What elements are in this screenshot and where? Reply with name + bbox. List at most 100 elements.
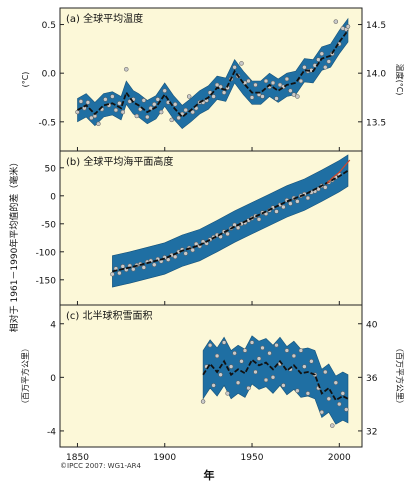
data-point — [267, 350, 272, 356]
data-point — [152, 262, 157, 267]
series-line — [202, 358, 349, 402]
y-axis-label-left: 相对于 1961－1990年平均值的差（毫米） — [8, 158, 20, 333]
data-point — [295, 199, 300, 204]
y-tick-label-right: 32 — [366, 427, 377, 437]
data-point — [78, 99, 84, 104]
data-point — [141, 265, 147, 270]
data-point — [253, 369, 258, 375]
data-point — [256, 356, 262, 361]
data-point — [274, 209, 279, 214]
data-point — [232, 350, 237, 356]
data-point — [165, 257, 171, 262]
data-point — [141, 98, 147, 103]
data-point — [333, 380, 339, 385]
data-point — [145, 114, 150, 120]
data-point — [270, 80, 276, 86]
data-point — [295, 388, 300, 393]
data-point — [281, 383, 286, 388]
data-point — [169, 117, 174, 123]
data-point — [89, 115, 94, 121]
data-point — [260, 345, 265, 351]
data-point — [200, 399, 206, 404]
data-point — [288, 201, 293, 206]
data-point — [110, 94, 115, 99]
panel-title: (c) 北半球积雪面积 — [66, 309, 152, 322]
data-point — [316, 57, 321, 62]
data-point — [207, 342, 213, 348]
y-tick-label-left: -4 — [47, 427, 56, 437]
data-point — [270, 375, 276, 380]
data-point — [155, 97, 161, 102]
data-point — [190, 247, 195, 253]
recent-series-line — [326, 159, 351, 184]
data-point — [148, 105, 154, 111]
data-point — [134, 113, 140, 119]
data-point — [246, 385, 251, 391]
data-point — [117, 101, 122, 106]
panel-background — [59, 7, 363, 152]
data-point — [96, 121, 101, 127]
data-point — [302, 65, 307, 70]
data-point — [211, 94, 216, 99]
data-point — [298, 348, 304, 353]
data-point — [158, 109, 164, 115]
x-axis-label: 年 — [204, 468, 215, 482]
data-point — [291, 92, 297, 97]
data-point — [120, 264, 126, 269]
y-tick-label-left: 0.5 — [42, 21, 56, 31]
panel-title: (b) 全球平均海平面高度 — [66, 155, 173, 168]
data-point — [103, 97, 108, 102]
data-point — [309, 359, 314, 364]
data-point — [113, 107, 119, 113]
panel-ylabel-right: （百万平方公里） — [395, 344, 405, 408]
data-point — [284, 348, 290, 353]
y-tick-label-right: 40 — [366, 320, 378, 330]
y-tick-label-right: 14.5 — [366, 21, 386, 31]
data-point — [131, 266, 136, 272]
data-point — [302, 364, 307, 369]
data-point — [323, 65, 328, 70]
uncertainty-band — [202, 335, 349, 425]
data-point — [221, 340, 227, 345]
copyright-text: ©IPCC 2007: WG1-AR4 — [60, 462, 142, 470]
panel-title: (a) 全球平均温度 — [66, 12, 143, 25]
data-point — [260, 94, 265, 99]
data-point — [186, 94, 192, 99]
panel-ylabel-right: 温度(°C) — [395, 64, 405, 96]
data-point — [319, 51, 325, 56]
panel-1: 0.5 0.0 -0.5 14.5 14.0 13.5 (a) 全球平均温度 (°C) 温度(°… — [21, 7, 405, 152]
y-tick-label-left: 0 — [50, 374, 56, 384]
panels-layer: 0.5 0.0 -0.5 14.5 14.0 13.5 (a) 全球平均温度 (°C) 温度(°… — [20, 7, 405, 448]
data-point — [172, 102, 178, 107]
data-point — [232, 222, 237, 228]
data-point — [305, 391, 311, 396]
x-tick-label: 1850 — [66, 453, 89, 463]
data-point — [298, 78, 304, 84]
data-point — [333, 19, 339, 24]
data-point — [225, 231, 230, 237]
x-axis: 1850 1900 1950 2000 — [66, 453, 351, 463]
data-point — [162, 88, 167, 93]
y-tick-label-left: -0.5 — [38, 118, 56, 128]
y-tick-label-left: -100 — [36, 248, 57, 258]
data-point — [75, 109, 80, 115]
data-point — [337, 401, 342, 407]
data-point — [235, 225, 241, 230]
data-point — [110, 271, 115, 277]
data-point — [235, 380, 241, 385]
data-point — [326, 396, 332, 402]
data-point — [183, 107, 188, 113]
data-point — [319, 409, 325, 415]
data-point — [295, 94, 300, 99]
data-point — [85, 100, 91, 105]
data-point — [281, 204, 286, 210]
data-point — [214, 353, 220, 359]
data-point — [277, 82, 283, 88]
panel-2: 50 0 -50 -100 -150 (b) 全球平均海平面高度 — [36, 150, 363, 306]
data-point — [239, 61, 244, 66]
data-point — [239, 359, 244, 364]
y-tick-label-right: 36 — [366, 374, 378, 384]
data-point — [117, 270, 122, 276]
